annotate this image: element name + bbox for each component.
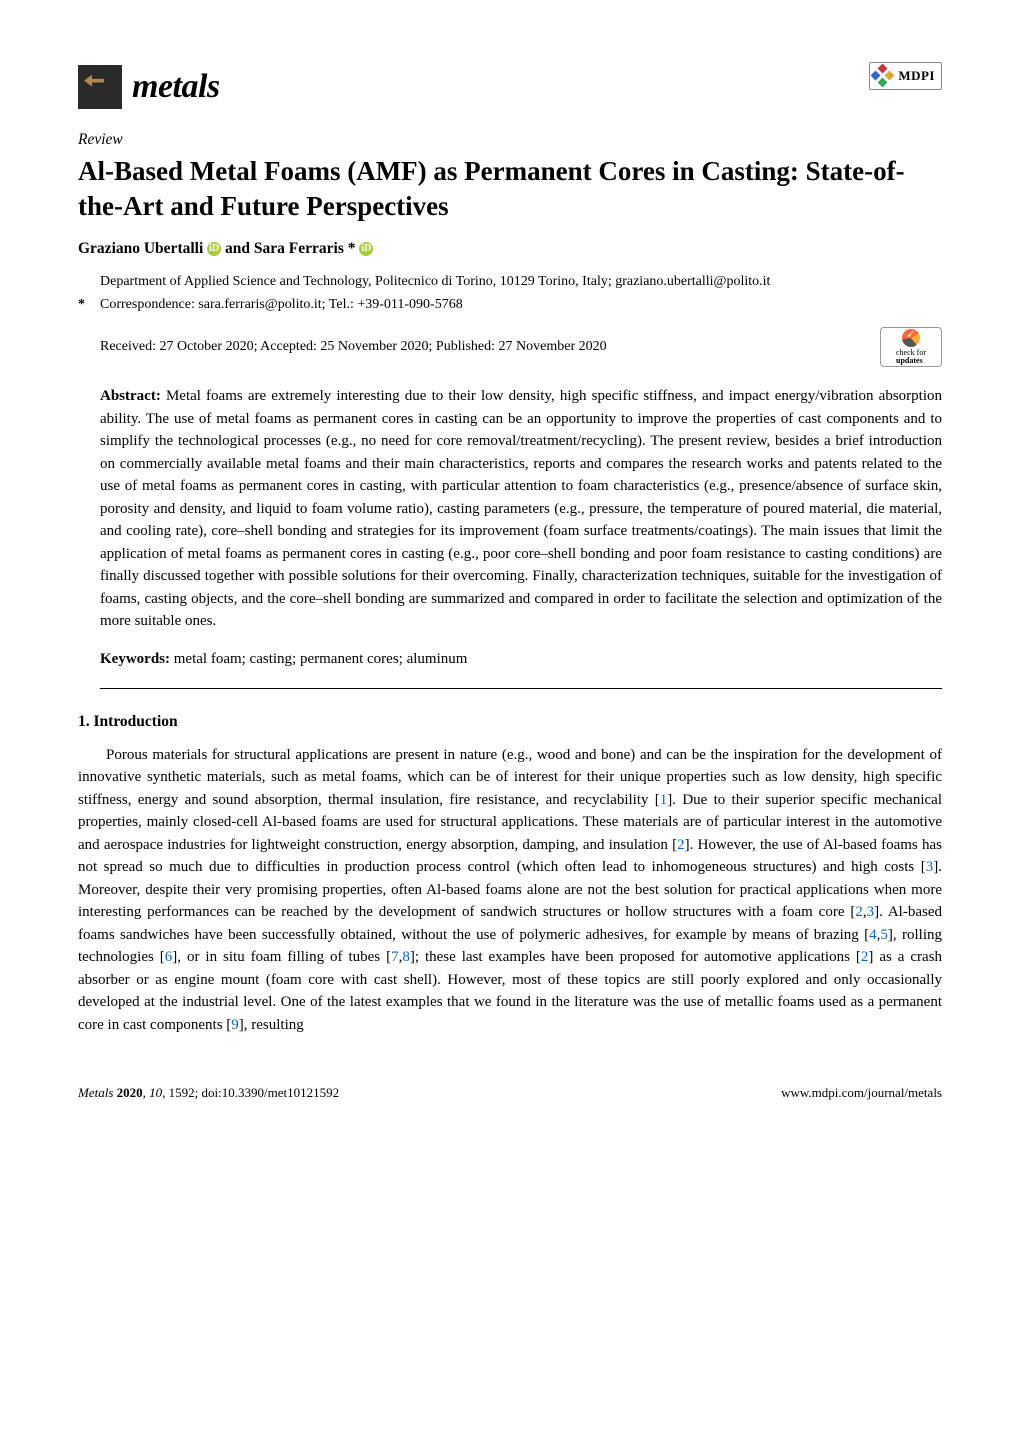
publisher-name: MDPI bbox=[898, 67, 935, 86]
abstract-block: Abstract: Metal foams are extremely inte… bbox=[100, 385, 942, 633]
journal-logo-icon bbox=[78, 65, 122, 109]
correspondence: *Correspondence: sara.ferraris@polito.it… bbox=[100, 295, 942, 315]
abstract-text: Metal foams are extremely interesting du… bbox=[100, 388, 942, 629]
ref-link[interactable]: 7 bbox=[391, 949, 399, 965]
footer-url[interactable]: www.mdpi.com/journal/metals bbox=[781, 1084, 942, 1103]
abstract-label: Abstract: bbox=[100, 388, 161, 404]
footer-doi: doi:10.3390/met10121592 bbox=[202, 1085, 340, 1100]
ref-link[interactable]: 9 bbox=[231, 1017, 239, 1033]
mdpi-cubes-icon bbox=[872, 65, 894, 87]
article-title: Al-Based Metal Foams (AMF) as Permanent … bbox=[78, 154, 942, 224]
journal-logo: metals bbox=[78, 62, 220, 111]
footer-journal: Metals bbox=[78, 1085, 113, 1100]
footer-volume: 10 bbox=[149, 1085, 162, 1100]
keywords-label: Keywords: bbox=[100, 651, 170, 667]
dates-row: Received: 27 October 2020; Accepted: 25 … bbox=[100, 327, 942, 367]
orcid-icon[interactable]: iD bbox=[359, 242, 373, 256]
author-separator: and bbox=[225, 240, 254, 257]
check-for-updates-button[interactable]: check for updates bbox=[880, 327, 942, 367]
ref-link[interactable]: 3 bbox=[867, 904, 875, 920]
page-header: metals MDPI bbox=[78, 62, 942, 111]
correspondence-mark: * bbox=[78, 295, 100, 315]
footer-article-no: 1592 bbox=[169, 1085, 195, 1100]
keywords-text: metal foam; casting; permanent cores; al… bbox=[174, 651, 468, 667]
journal-homepage-link[interactable]: www.mdpi.com/journal/metals bbox=[781, 1085, 942, 1100]
publication-dates: Received: 27 October 2020; Accepted: 25 … bbox=[100, 337, 607, 357]
author-2: Sara Ferraris * bbox=[254, 240, 356, 257]
keywords-block: Keywords: metal foam; casting; permanent… bbox=[100, 649, 942, 671]
page-footer: Metals 2020, 10, 1592; doi:10.3390/met10… bbox=[78, 1084, 942, 1103]
section-1-paragraph: Porous materials for structural applicat… bbox=[78, 744, 942, 1037]
article-type: Review bbox=[78, 129, 942, 151]
journal-name: metals bbox=[132, 62, 220, 111]
ref-link[interactable]: 2 bbox=[677, 837, 685, 853]
section-1-heading: 1. Introduction bbox=[78, 711, 942, 733]
divider bbox=[100, 688, 942, 689]
publisher-logo: MDPI bbox=[869, 62, 942, 90]
ref-link[interactable]: 5 bbox=[880, 927, 888, 943]
check-updates-text-2: updates bbox=[896, 356, 923, 365]
check-updates-icon bbox=[902, 329, 920, 347]
correspondence-text: Correspondence: sara.ferraris@polito.it;… bbox=[100, 297, 463, 312]
footer-citation: Metals 2020, 10, 1592; doi:10.3390/met10… bbox=[78, 1084, 339, 1103]
footer-year: 2020 bbox=[117, 1085, 143, 1100]
orcid-icon[interactable]: iD bbox=[207, 242, 221, 256]
author-1: Graziano Ubertalli bbox=[78, 240, 203, 257]
ref-link[interactable]: 4 bbox=[869, 927, 877, 943]
affiliation: Department of Applied Science and Techno… bbox=[100, 272, 942, 292]
authors-line: Graziano Ubertalli iD and Sara Ferraris … bbox=[78, 238, 942, 260]
ref-link[interactable]: 2 bbox=[855, 904, 863, 920]
ref-link[interactable]: 8 bbox=[402, 949, 410, 965]
